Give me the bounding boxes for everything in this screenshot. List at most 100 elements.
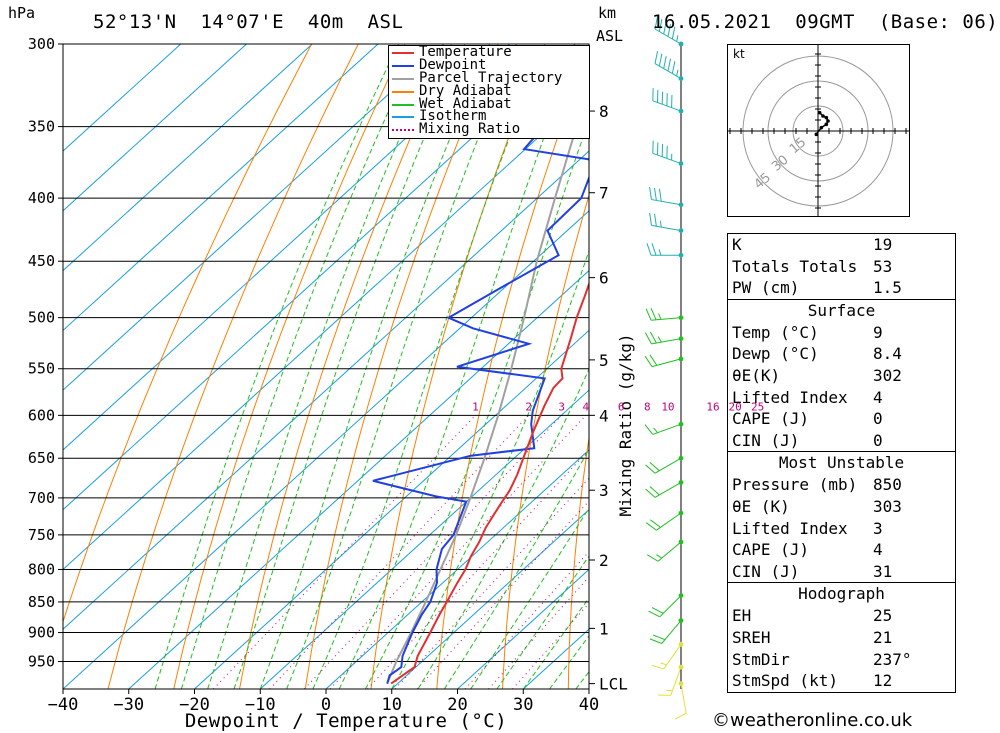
legend-swatch: [392, 129, 414, 132]
mixing-ratio-axis-title: Mixing Ratio (g/kg): [616, 333, 635, 516]
wind-barb-dot: [678, 421, 684, 427]
isotherm-line: [63, 44, 313, 272]
index-label: StmSpd (kt): [732, 671, 838, 691]
wet-adiabat-line: [496, 555, 589, 689]
wind-barb-dot: [678, 641, 684, 647]
hodograph-point: [824, 122, 829, 127]
wind-barb-dot: [678, 161, 684, 166]
wind-barb: [645, 510, 684, 531]
hodograph-point: [826, 119, 830, 123]
index-value: 25: [873, 606, 893, 626]
wind-barb-flag: [671, 26, 676, 40]
index-value: 8.4: [873, 344, 902, 364]
index-value: 9: [873, 322, 883, 342]
height-tick-label: 2: [599, 551, 609, 570]
legend-label: Dewpoint: [419, 56, 487, 73]
wind-barb-flag: [651, 243, 657, 256]
x-axis-title: Dewpoint / Temperature (°C): [185, 710, 507, 732]
dry-adiabat-line: [173, 44, 406, 689]
wind-barb-half-flag: [657, 336, 662, 343]
legend-swatch: [392, 52, 414, 54]
legend-entry: Wet Adiabat: [389, 97, 589, 111]
wind-barb-half-flag: [659, 220, 662, 228]
height-tick-label: LCL: [599, 675, 628, 694]
legend-label: Dry Adiabat: [419, 82, 512, 99]
dry-adiabat-line: [988, 44, 1000, 689]
wind-barb-flag: [644, 424, 654, 435]
wind-barb-flag: [649, 638, 662, 644]
index-row: CAPE (J) 0: [728, 408, 955, 430]
wind-barb-flag: [671, 61, 676, 74]
index-value: 0: [873, 430, 883, 450]
wind-barb-flag: [645, 308, 652, 321]
wind-barb-flag: [646, 243, 652, 256]
surface-heading: Surface: [728, 298, 955, 322]
legend-swatch: [392, 77, 414, 80]
credit-text: ©weatheronline.co.uk: [712, 710, 913, 731]
height-tick-label: 4: [599, 406, 609, 425]
wind-barb: [644, 354, 684, 368]
index-row: CIN (J) 0: [728, 430, 955, 452]
wind-barb-flag: [654, 16, 659, 30]
pressure-tick-label: 650: [28, 449, 55, 467]
pressure-tick-label: 350: [28, 118, 55, 136]
wind-barb-flag: [646, 554, 659, 562]
pressure-tick-label: 850: [28, 593, 55, 611]
hodograph-point: [819, 125, 824, 130]
wind-barb-flag: [654, 213, 657, 227]
wind-barb-flag: [644, 355, 653, 367]
wind-barb-flag: [658, 53, 663, 67]
index-row: Temp (°C) 9: [728, 322, 955, 344]
legend-label: Parcel Trajectory: [419, 69, 563, 86]
legend-entry: Dry Adiabat: [389, 82, 589, 99]
mixing-ratio-value: 8: [644, 400, 651, 413]
wind-barb-flag: [663, 56, 667, 69]
wind-barb-dot: [678, 336, 684, 342]
pressure-tick-label: 900: [28, 624, 55, 642]
index-row: StmSpd (kt) 12: [728, 670, 955, 692]
legend-label: Mixing Ratio: [419, 121, 521, 138]
mixing-ratio-line: [488, 576, 589, 689]
temperature-tick-label: −40: [48, 695, 79, 715]
hodograph-point: [821, 114, 825, 118]
index-label: Temp (°C): [732, 322, 819, 342]
wind-barb-dot: [678, 455, 684, 461]
legend-entry: Parcel Trajectory: [389, 69, 589, 86]
wind-barb-flag: [652, 634, 666, 641]
most-unstable-heading: Most Unstable: [728, 451, 955, 474]
dewpoint-line: [372, 49, 589, 684]
index-row: SREH 21: [728, 627, 955, 649]
index-label: Lifted Index: [732, 518, 848, 538]
index-row: CIN (J) 31: [728, 561, 955, 583]
hodograph-point: [814, 132, 819, 137]
wind-barb: [648, 593, 684, 618]
wind-barb-flag: [674, 712, 687, 720]
legend-entry: Isotherm: [389, 109, 589, 123]
wind-barb-half-flag: [676, 35, 679, 42]
wind-barb-flag: [649, 486, 660, 496]
wind-barb: [652, 88, 684, 114]
index-value: 3: [873, 518, 883, 538]
wind-barb-dot: [678, 108, 684, 114]
wind-barb-dot: [678, 681, 684, 687]
axes: 3003504004505005506006507007508008509009…: [28, 35, 635, 732]
index-value: 850: [873, 475, 902, 495]
isotherm-line: [128, 269, 589, 689]
index-row: θE (K) 303: [728, 496, 955, 518]
index-label: StmDir: [732, 649, 790, 669]
isotherm-line: [63, 44, 576, 511]
index-row: θE(K) 302: [728, 365, 955, 387]
hodograph-heading: Hodograph: [728, 582, 955, 605]
pressure-tick-label: 400: [28, 189, 55, 207]
temperature-tick-label: −30: [113, 695, 144, 715]
wind-barb-flag: [651, 664, 664, 670]
wind-barb-half-flag: [660, 662, 667, 666]
wind-barb: [645, 479, 684, 498]
index-label: θE (K): [732, 496, 790, 516]
height-tick-label: 8: [599, 102, 609, 121]
pressure-tick-label: 700: [28, 489, 55, 507]
isotherm-line: [63, 44, 247, 212]
pressure-tick-label: 600: [28, 406, 55, 424]
sounding-profiles: [372, 49, 589, 685]
